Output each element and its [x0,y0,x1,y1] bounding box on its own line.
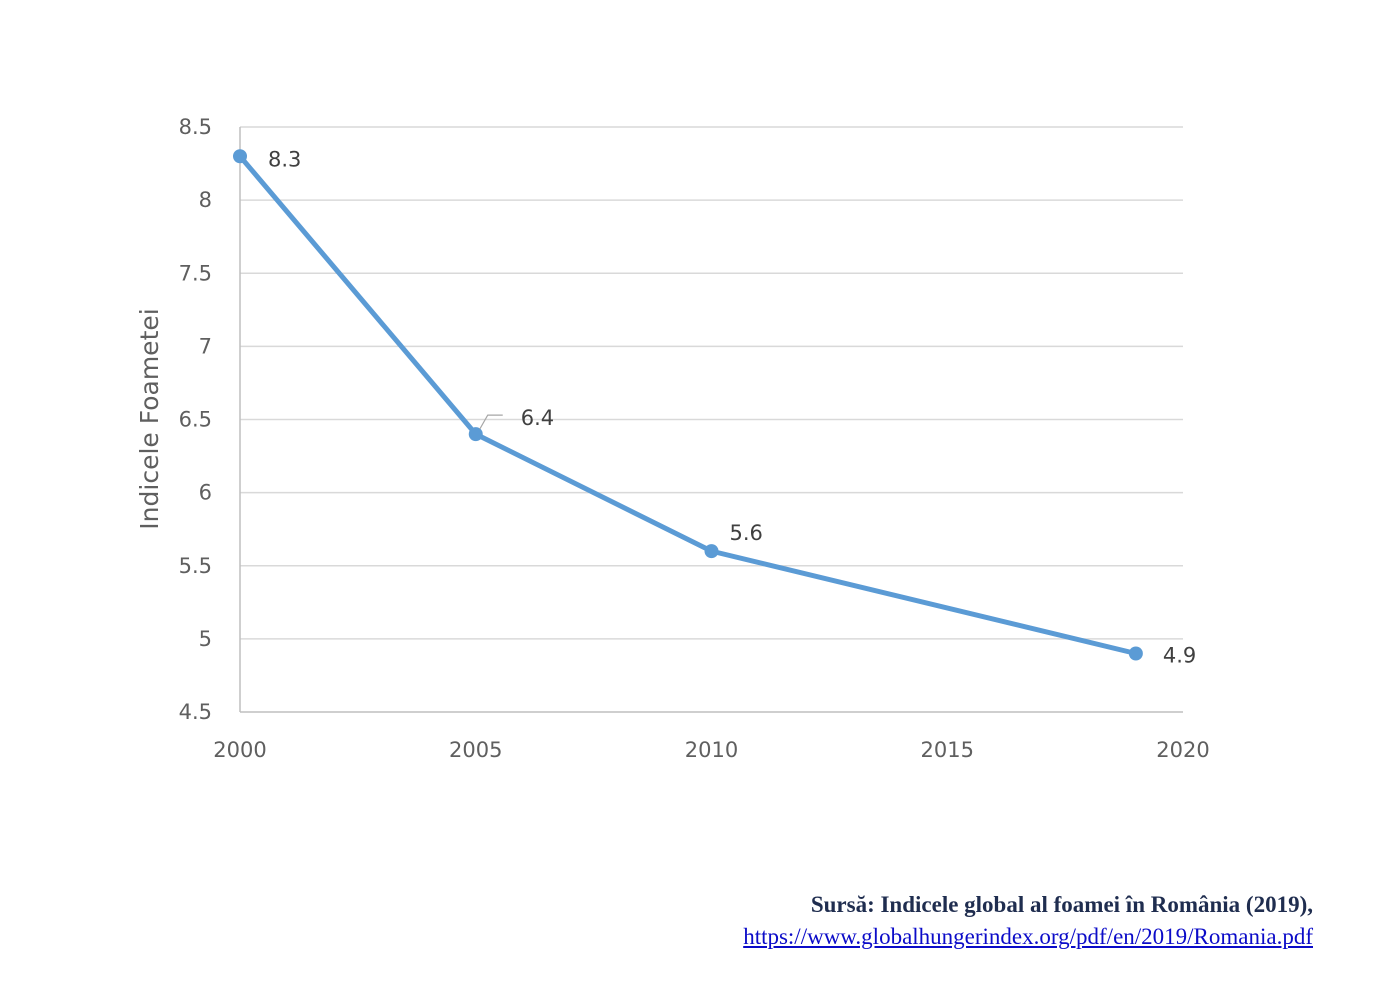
source-note: Sursă: Indicele global al foamei în Româ… [743,889,1313,953]
y-tick-label: 8 [199,188,212,212]
y-tick-label: 8.5 [179,115,212,139]
data-point [704,544,719,559]
x-tick-labels: 2000 2005 2010 2015 2020 [213,738,1209,762]
x-tick-label: 2015 [921,738,974,762]
leader-line [479,414,503,430]
y-tick-label: 7.5 [179,261,212,285]
leader-lines [479,414,503,430]
source-title: Sursă: Indicele global al foamei în Româ… [810,892,1313,917]
y-tick-label: 5 [199,627,212,651]
data-label: 8.3 [268,147,301,171]
y-tick-label: 6 [199,481,212,505]
y-axis-label: Indicele Foametei [135,308,164,529]
axes [239,127,1183,713]
y-tick-label: 5.5 [179,554,212,578]
x-tick-label: 2020 [1156,738,1209,762]
data-point [233,149,247,164]
line-chart: 8.5 8 7.5 7 6.5 6 5.5 5 4.5 2000 2005 2010 2015 2020… [135,115,1210,762]
source-link[interactable]: https://www.globalhungerindex.org/pdf/en… [743,924,1313,949]
series-line-path [237,153,1139,656]
series-line [233,149,1143,661]
data-label: 4.9 [1163,644,1196,668]
x-tick-label: 2000 [213,738,266,762]
y-tick-labels: 8.5 8 7.5 7 6.5 6 5.5 5 4.5 [179,115,212,724]
x-tick-label: 2005 [449,738,502,762]
x-tick-label: 2010 [685,738,738,762]
data-label: 6.4 [521,406,554,430]
data-labels: 8.3 6.4 5.6 4.9 [268,147,1196,667]
gridlines [240,126,1183,640]
data-point [468,427,483,442]
y-tick-label: 6.5 [179,408,212,432]
y-tick-label: 7 [199,334,212,358]
y-tick-label: 4.5 [179,700,212,724]
data-label: 5.6 [730,521,763,545]
data-point [1128,646,1143,661]
